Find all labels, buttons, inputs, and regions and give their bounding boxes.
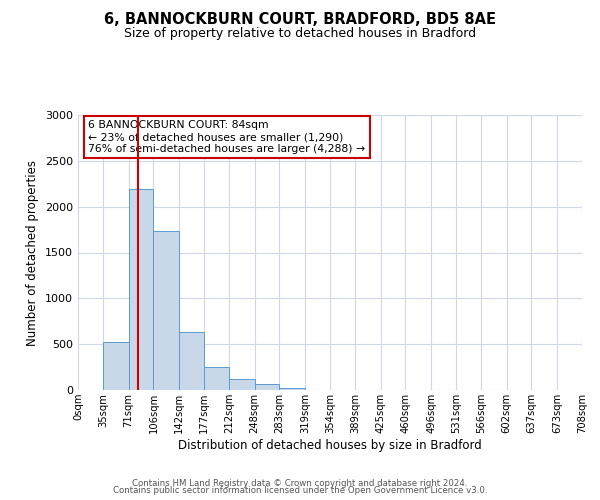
Bar [154,230,179,390]
X-axis label: Distribution of detached houses by size in Bradford: Distribution of detached houses by size … [178,438,482,452]
Bar [179,332,204,390]
Text: 6, BANNOCKBURN COURT, BRADFORD, BD5 8AE: 6, BANNOCKBURN COURT, BRADFORD, BD5 8AE [104,12,496,28]
Bar [280,388,305,390]
Text: Contains public sector information licensed under the Open Government Licence v3: Contains public sector information licen… [113,486,487,495]
Bar [128,189,154,390]
Text: Contains HM Land Registry data © Crown copyright and database right 2024.: Contains HM Land Registry data © Crown c… [132,478,468,488]
Text: 6 BANNOCKBURN COURT: 84sqm
← 23% of detached houses are smaller (1,290)
76% of s: 6 BANNOCKBURN COURT: 84sqm ← 23% of deta… [88,120,365,154]
Y-axis label: Number of detached properties: Number of detached properties [26,160,40,346]
Bar [103,342,128,390]
Bar [204,366,229,390]
Text: Size of property relative to detached houses in Bradford: Size of property relative to detached ho… [124,28,476,40]
Bar [254,384,280,390]
Bar [229,379,254,390]
